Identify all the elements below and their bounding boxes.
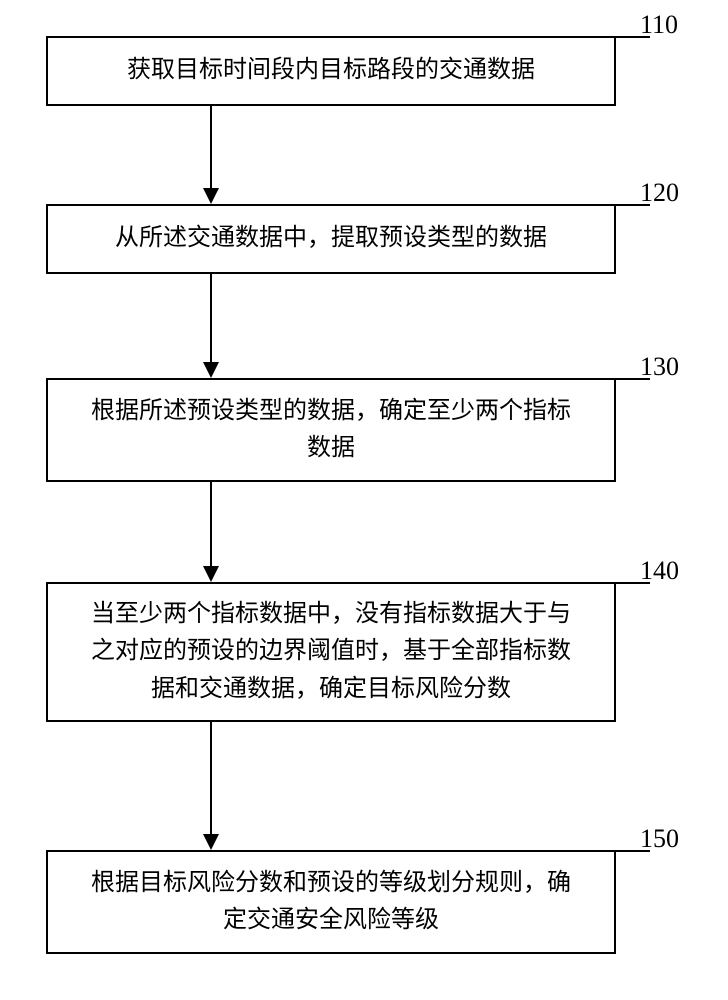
flow-label-n5: 150: [640, 824, 679, 854]
flow-node-n4: 当至少两个指标数据中，没有指标数据大于与 之对应的预设的边界阈值时，基于全部指标…: [46, 582, 616, 722]
flow-node-n3: 根据所述预设类型的数据，确定至少两个指标 数据: [46, 378, 616, 482]
flow-label-n2: 120: [640, 178, 679, 208]
arrow-line-n2-n3: [210, 274, 212, 362]
flow-node-text: 获取目标时间段内目标路段的交通数据: [127, 52, 535, 89]
flow-label-n3: 130: [640, 352, 679, 382]
arrow-head-icon: [203, 188, 219, 204]
arrow-line-n1-n2: [210, 106, 212, 188]
flow-label-n4: 140: [640, 556, 679, 586]
arrow-line-n4-n5: [210, 722, 212, 834]
flow-node-n1: 获取目标时间段内目标路段的交通数据: [46, 36, 616, 106]
arrow-head-icon: [203, 362, 219, 378]
flow-label-n1: 110: [640, 10, 678, 40]
flow-node-text: 根据目标风险分数和预设的等级划分规则，确 定交通安全风险等级: [91, 865, 571, 939]
arrow-line-n3-n4: [210, 482, 212, 566]
flow-node-text: 从所述交通数据中，提取预设类型的数据: [115, 220, 547, 257]
flow-node-text: 根据所述预设类型的数据，确定至少两个指标 数据: [91, 393, 571, 467]
flow-node-text: 当至少两个指标数据中，没有指标数据大于与 之对应的预设的边界阈值时，基于全部指标…: [91, 596, 571, 708]
arrow-head-icon: [203, 834, 219, 850]
flow-node-n5: 根据目标风险分数和预设的等级划分规则，确 定交通安全风险等级: [46, 850, 616, 954]
flow-node-n2: 从所述交通数据中，提取预设类型的数据: [46, 204, 616, 274]
arrow-head-icon: [203, 566, 219, 582]
flowchart-canvas: 获取目标时间段内目标路段的交通数据 110 从所述交通数据中，提取预设类型的数据 12…: [0, 0, 728, 1000]
